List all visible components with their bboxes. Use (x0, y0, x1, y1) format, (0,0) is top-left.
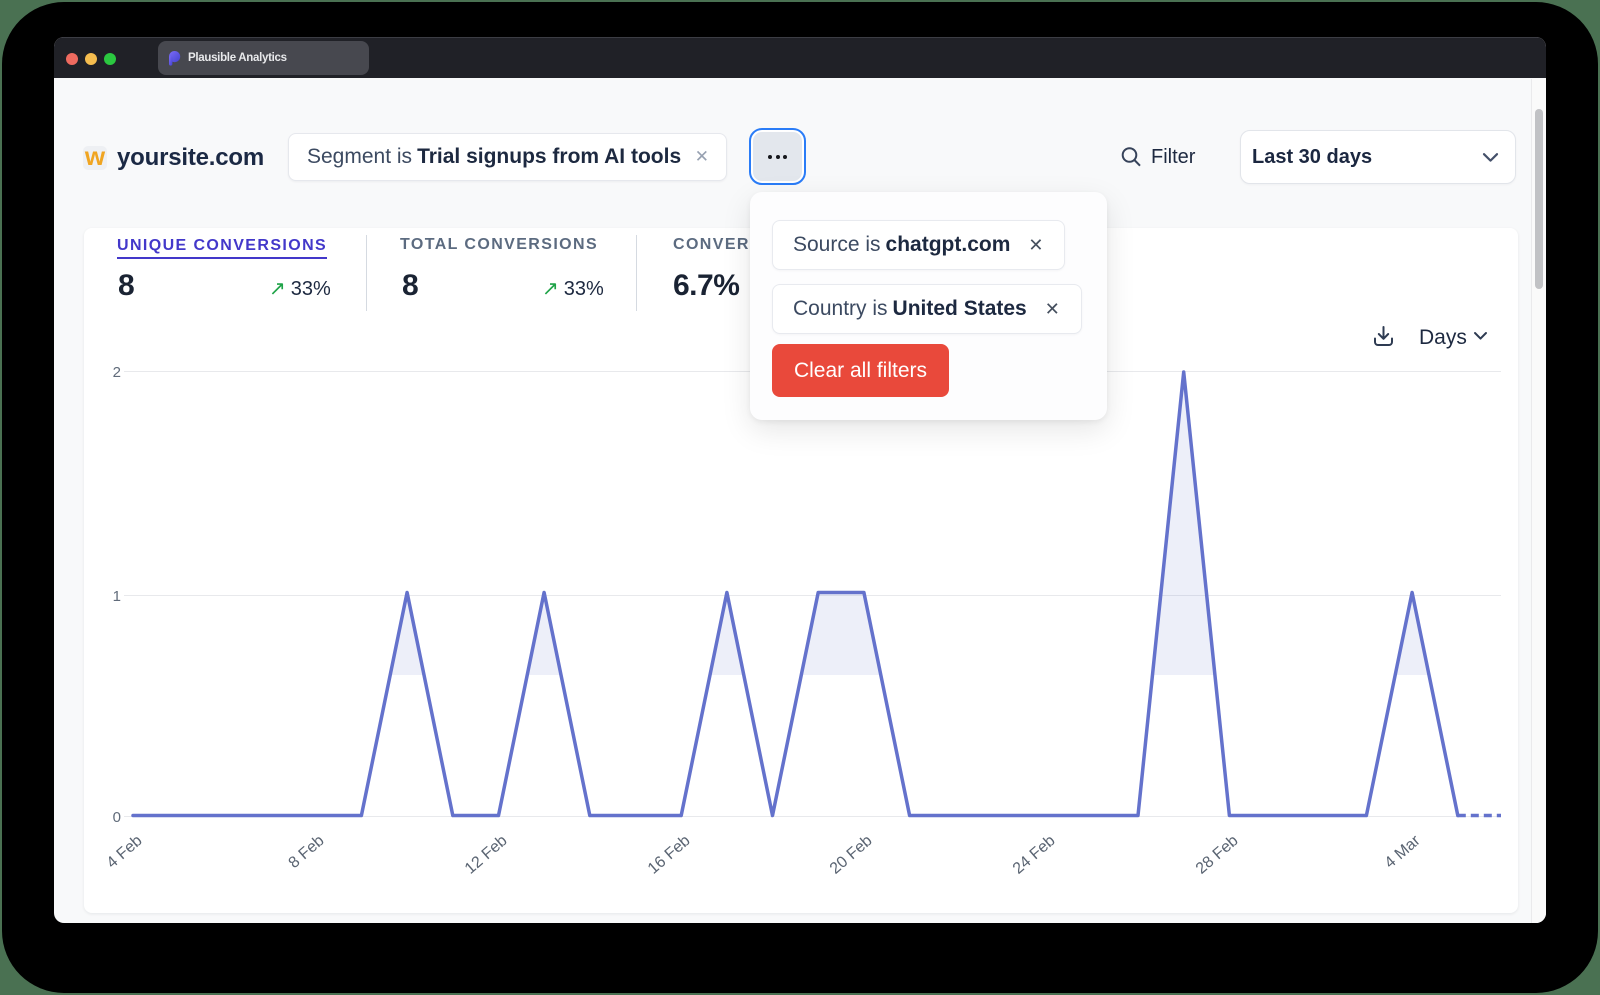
svg-text:28 Feb: 28 Feb (1193, 832, 1242, 878)
svg-text:2: 2 (113, 364, 121, 381)
svg-text:0: 0 (113, 809, 121, 826)
svg-text:4 Feb: 4 Feb (104, 832, 146, 872)
svg-text:12 Feb: 12 Feb (462, 832, 511, 878)
svg-text:20 Feb: 20 Feb (827, 832, 876, 878)
svg-text:24 Feb: 24 Feb (1010, 832, 1059, 878)
svg-text:4 Mar: 4 Mar (1382, 832, 1425, 872)
svg-text:16 Feb: 16 Feb (645, 832, 694, 878)
svg-text:1: 1 (113, 588, 121, 605)
svg-text:8 Feb: 8 Feb (286, 832, 328, 872)
